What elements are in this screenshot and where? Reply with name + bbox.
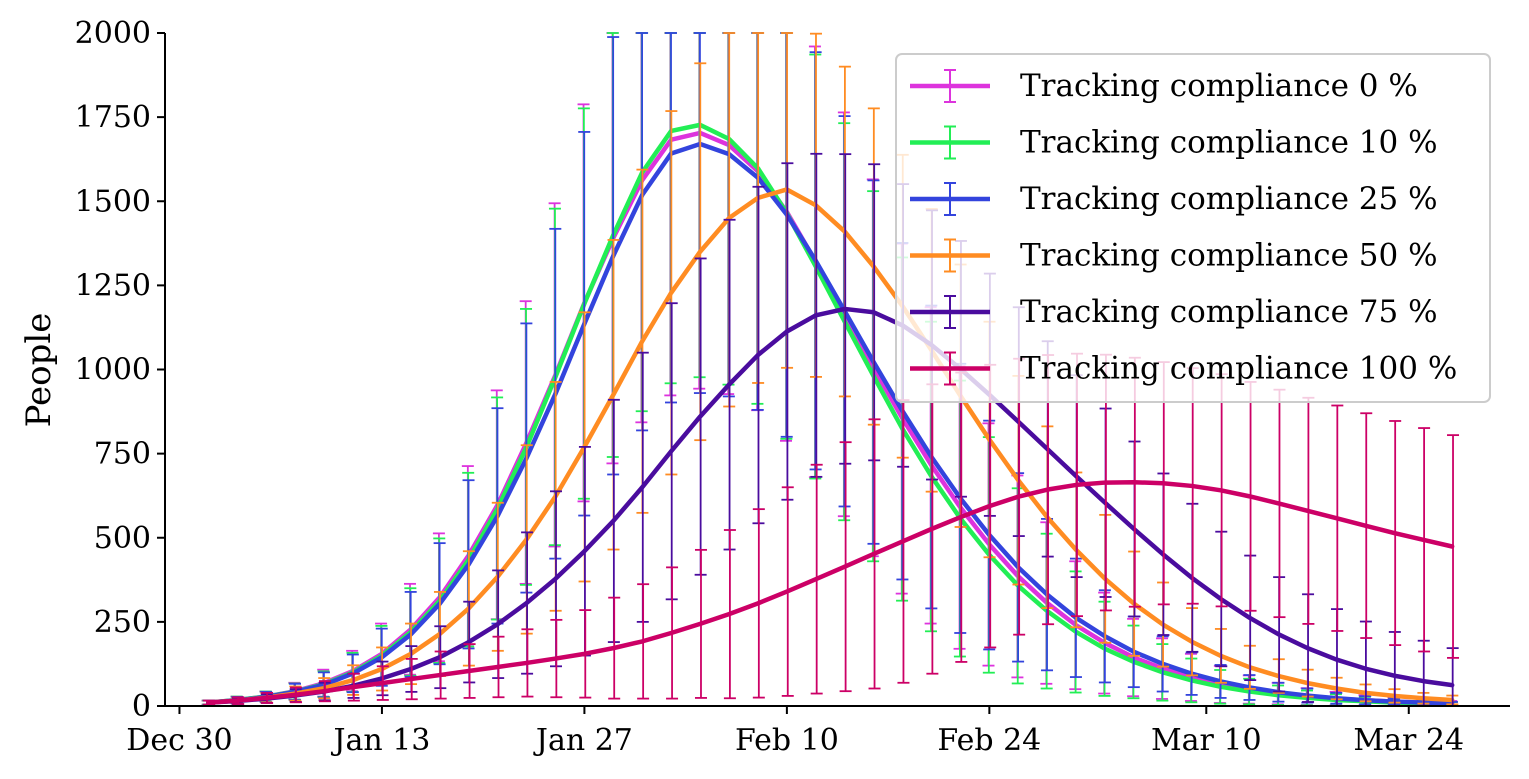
legend-item: Tracking compliance 100 %: [910, 351, 1457, 387]
x-tick-label: Jan 13: [330, 723, 430, 758]
y-ticks: 0 250 500 750 1000 1250 1500 1750 2000: [75, 16, 165, 724]
x-tick-label: Jan 27: [533, 723, 633, 758]
x-tick-label: Feb 24: [937, 723, 1041, 758]
x-tick-label: Dec 30: [126, 723, 232, 758]
y-tick-label: 0: [132, 689, 151, 724]
legend-item: Tracking compliance 25 %: [910, 181, 1438, 217]
y-tick-label: 1000: [75, 353, 151, 388]
y-axis-label: People: [19, 313, 59, 428]
series-line: [206, 479, 1455, 705]
legend-label: Tracking compliance 0 %: [1020, 68, 1418, 104]
series-5: [203, 352, 1460, 706]
legend-item: Tracking compliance 0 %: [910, 68, 1418, 104]
y-tick-label: 1500: [75, 184, 151, 219]
y-tick-label: 1750: [75, 100, 151, 135]
legend-label: Tracking compliance 50 %: [1020, 238, 1438, 274]
x-tick-label: Mar 24: [1353, 723, 1464, 758]
series-line: [206, 187, 1455, 705]
y-tick-label: 1250: [75, 268, 151, 303]
y-tick-label: 500: [94, 521, 151, 556]
legend-label: Tracking compliance 25 %: [1020, 181, 1438, 217]
legend-item: Tracking compliance 75 %: [910, 294, 1438, 330]
legend-label: Tracking compliance 100 %: [1020, 351, 1457, 387]
series-line: [206, 141, 1455, 706]
legend-item: Tracking compliance 10 %: [910, 125, 1438, 161]
series-line: [206, 306, 1455, 705]
legend-label: Tracking compliance 10 %: [1020, 125, 1438, 161]
y-tick-label: 250: [94, 605, 151, 640]
legend-frame: [895, 53, 1491, 403]
x-ticks: Dec 30 Jan 13 Jan 27 Feb 10 Feb 24 Mar 10 Mar …: [126, 706, 1464, 758]
legend-item: Tracking compliance 50 %: [910, 238, 1438, 274]
legend-label: Tracking compliance 75 %: [1020, 294, 1438, 330]
y-tick-label: 2000: [75, 16, 151, 51]
x-tick-label: Feb 10: [735, 723, 839, 758]
legend-items: Tracking compliance 0 % Tracking complian…: [910, 68, 1457, 387]
axes-layer: 0 250 500 750 1000 1250 1500 1750 2000 Dec 30 Jan…: [19, 16, 1510, 758]
x-tick-label: Mar 10: [1151, 723, 1262, 758]
y-tick-label: 750: [94, 437, 151, 472]
legend: Tracking compliance 0 % Tracking complian…: [895, 53, 1491, 403]
